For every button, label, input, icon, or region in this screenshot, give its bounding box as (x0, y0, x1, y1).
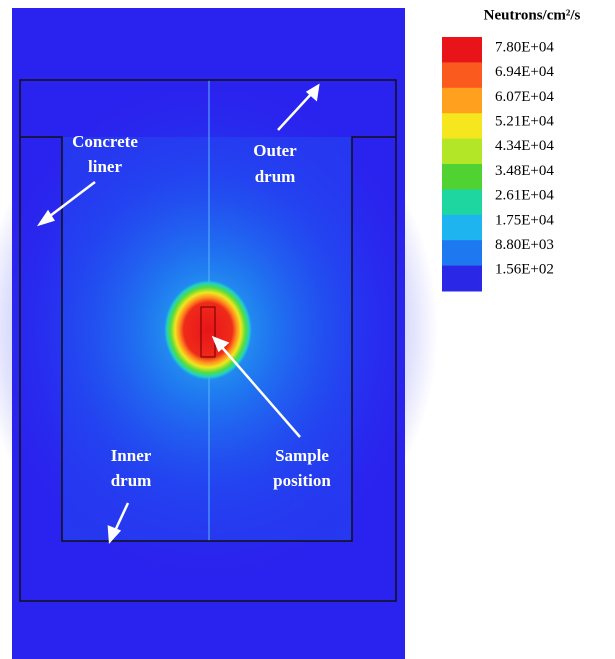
legend-swatch (442, 189, 482, 216)
legend-label: 1.75E+04 (495, 212, 554, 228)
legend-swatch (442, 240, 482, 267)
annotation: drum (111, 471, 152, 490)
legend-label: 4.34E+04 (495, 138, 554, 154)
annotation: liner (88, 157, 122, 176)
legend-swatch (442, 62, 482, 89)
legend-label: 5.21E+04 (495, 114, 554, 130)
annotation: Outer (253, 141, 297, 160)
annotation: position (273, 471, 331, 490)
legend-swatch (442, 265, 482, 292)
legend-title: Neutrons/cm²/s (484, 7, 581, 23)
legend-label: 1.56E+02 (495, 262, 554, 278)
legend-label: 2.61E+04 (495, 188, 554, 204)
annotation: Inner (111, 446, 152, 465)
legend-label: 7.80E+04 (495, 39, 554, 55)
annotations (37, 83, 320, 545)
legend-label: 6.94E+04 (495, 64, 554, 80)
legend-swatch (442, 214, 482, 241)
legend-label: 6.07E+04 (495, 89, 554, 105)
annotation: Concrete (72, 132, 138, 151)
legend-label: 8.80E+03 (495, 237, 554, 253)
legend-swatch (442, 164, 482, 190)
legend: 7.80E+04 6.94E+04 6.07E+04 5.21E+04 4.34E+04… (442, 37, 554, 292)
annotation: drum (255, 167, 296, 186)
legend-swatch (442, 113, 482, 140)
legend-swatch (442, 138, 482, 165)
annotation: Sample (275, 446, 329, 465)
legend-swatch (442, 87, 482, 114)
legend-swatch (442, 37, 482, 63)
legend-label: 3.48E+04 (495, 163, 554, 179)
flux-map (0, 8, 438, 659)
